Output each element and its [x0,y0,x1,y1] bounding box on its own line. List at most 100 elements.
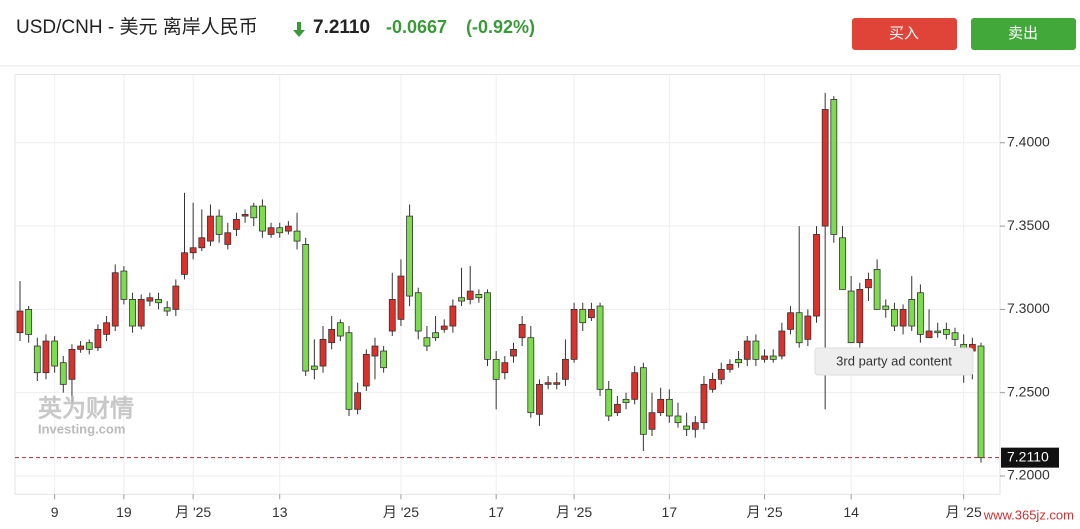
candle-body [146,297,154,302]
candle-body [440,325,448,330]
candle-body [267,227,275,235]
candle-body [605,388,613,417]
candle-body [432,332,439,339]
candle-body [466,290,474,300]
candle-body [310,365,318,370]
candle-body [120,270,128,300]
candle-body [717,368,725,380]
x-tick-label: 月 '25 [383,504,419,520]
candle-body [769,355,777,360]
candle-body [787,312,794,330]
candle-body [813,234,820,317]
candle-body [596,305,604,390]
candle-body [215,215,223,235]
candle-body [570,308,578,360]
candle-body [475,293,483,299]
candle-body [622,398,630,404]
candle-body [544,382,552,385]
candle-body [631,372,639,400]
candle-body [934,330,942,334]
candle-body [839,237,846,290]
candle-body [362,353,370,387]
candle-body [873,269,881,310]
candle-body [406,215,413,297]
site-watermark: www.365jz.com [983,507,1074,522]
candle-body [388,298,396,332]
candle-body [588,308,595,319]
x-tick-label: 17 [662,504,678,520]
candle-body [163,307,171,312]
candle-body [336,322,344,337]
candle-body [882,305,890,310]
candle-body [181,252,188,275]
candle-body [536,383,543,415]
change-pct: (-0.92%) [466,17,535,37]
candle-body [16,310,24,334]
ad-label: 3rd party ad content [836,353,952,368]
candle-body [250,205,258,219]
candle-body [977,345,985,459]
candle-body [354,392,362,410]
x-tick-label: 9 [51,504,59,520]
candle-body [449,305,457,327]
candle-body [691,422,699,430]
candle-body [501,362,509,374]
candle-body [925,330,933,339]
y-tick-label: 7.3000 [1007,300,1050,316]
candle-body [284,225,292,232]
candle-body [726,363,734,370]
sell-label[interactable]: 卖出 [1008,25,1038,42]
candle-body [259,205,266,232]
candle-body [579,308,587,324]
candle-body [51,340,59,367]
candle-body [830,99,838,235]
candle-body [59,362,67,385]
candle-body [942,328,950,335]
candle-body [484,292,491,360]
candle-body [25,308,33,335]
x-tick-label: 月 '25 [946,504,982,520]
candle-body [103,322,110,335]
candle-body [111,272,119,327]
candle-body [891,308,898,327]
down-arrow [293,22,305,37]
candle-body [68,348,76,380]
candle-body [77,345,85,350]
buy-button[interactable] [852,18,957,50]
candle-body [527,337,535,414]
change: -0.0667 [386,17,447,37]
x-tick-label: 17 [488,504,504,520]
sell-button[interactable] [971,18,1076,50]
candle-body [189,247,197,254]
candle-body [847,290,855,344]
candle-body [241,214,249,217]
candle-body [85,342,93,350]
candle-body [492,358,500,380]
price: 7.2110 [313,17,370,38]
candle-body [899,308,907,327]
candle-body [207,215,214,242]
candle-body [553,382,561,385]
candle-body [518,323,526,339]
candle-body [458,297,465,302]
x-tick-label: 月 '25 [175,504,211,520]
candle-body [414,292,422,332]
candle-body [302,244,310,372]
candle-body [224,232,232,245]
candle-body [562,358,569,380]
ad-box [814,347,974,376]
y-tick-label: 7.2500 [1007,383,1050,399]
candle-body [700,383,708,424]
candle-body [319,338,327,367]
candle-body [951,332,959,340]
y-tick-label: 7.4000 [1007,134,1050,150]
x-tick-label: 月 '25 [556,504,592,520]
candle-body [804,315,812,340]
buy-label[interactable]: 买入 [889,25,919,42]
candle-body [674,415,682,424]
candle-body [328,328,336,344]
candle-body [821,109,829,227]
candle-body [371,345,379,357]
candle-body [397,275,405,320]
